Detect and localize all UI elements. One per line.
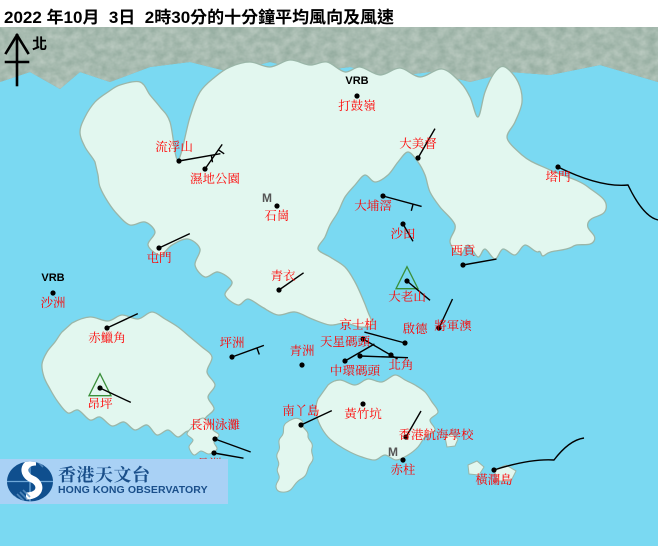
svg-text:青洲: 青洲 <box>289 341 314 359</box>
svg-text:長洲泳灘: 長洲泳灘 <box>190 415 240 433</box>
svg-text:京士柏: 京士柏 <box>339 315 377 333</box>
svg-text:VRB: VRB <box>345 75 368 87</box>
svg-text:黃竹坑: 黃竹坑 <box>344 404 382 422</box>
svg-text:大老山: 大老山 <box>388 287 426 305</box>
svg-text:赤鱲角: 赤鱲角 <box>88 328 126 346</box>
svg-text:沙洲: 沙洲 <box>40 293 65 311</box>
svg-text:M: M <box>388 445 398 459</box>
svg-text:坪洲: 坪洲 <box>219 333 244 351</box>
svg-text:橫瀾島: 橫瀾島 <box>475 470 513 488</box>
svg-text:濕地公園: 濕地公園 <box>190 169 240 187</box>
svg-text:石崗: 石崗 <box>264 206 289 224</box>
svg-text:VRB: VRB <box>41 272 64 284</box>
svg-text:青衣: 青衣 <box>270 266 296 284</box>
svg-text:赤柱: 赤柱 <box>390 460 416 478</box>
svg-text:天星碼頭: 天星碼頭 <box>320 332 371 350</box>
svg-text:流浮山: 流浮山 <box>155 137 193 155</box>
svg-text:大埔滘: 大埔滘 <box>354 196 392 214</box>
svg-text:香港航海學校: 香港航海學校 <box>398 425 474 443</box>
svg-text:中環碼頭: 中環碼頭 <box>330 361 381 379</box>
svg-text:塔門: 塔門 <box>545 167 570 185</box>
svg-text:沙田: 沙田 <box>390 224 415 242</box>
svg-text:屯門: 屯門 <box>146 248 171 266</box>
svg-text:M: M <box>262 191 272 205</box>
svg-text:西貢: 西貢 <box>450 241 475 259</box>
svg-text:昂坪: 昂坪 <box>87 394 113 412</box>
svg-text:將軍澳: 將軍澳 <box>434 316 472 334</box>
svg-text:打鼓嶺: 打鼓嶺 <box>338 96 376 114</box>
svg-text:啟德: 啟德 <box>402 319 428 337</box>
svg-text:大美督: 大美督 <box>399 134 437 152</box>
svg-text:北: 北 <box>32 33 47 54</box>
svg-text:南丫島: 南丫島 <box>282 401 320 419</box>
